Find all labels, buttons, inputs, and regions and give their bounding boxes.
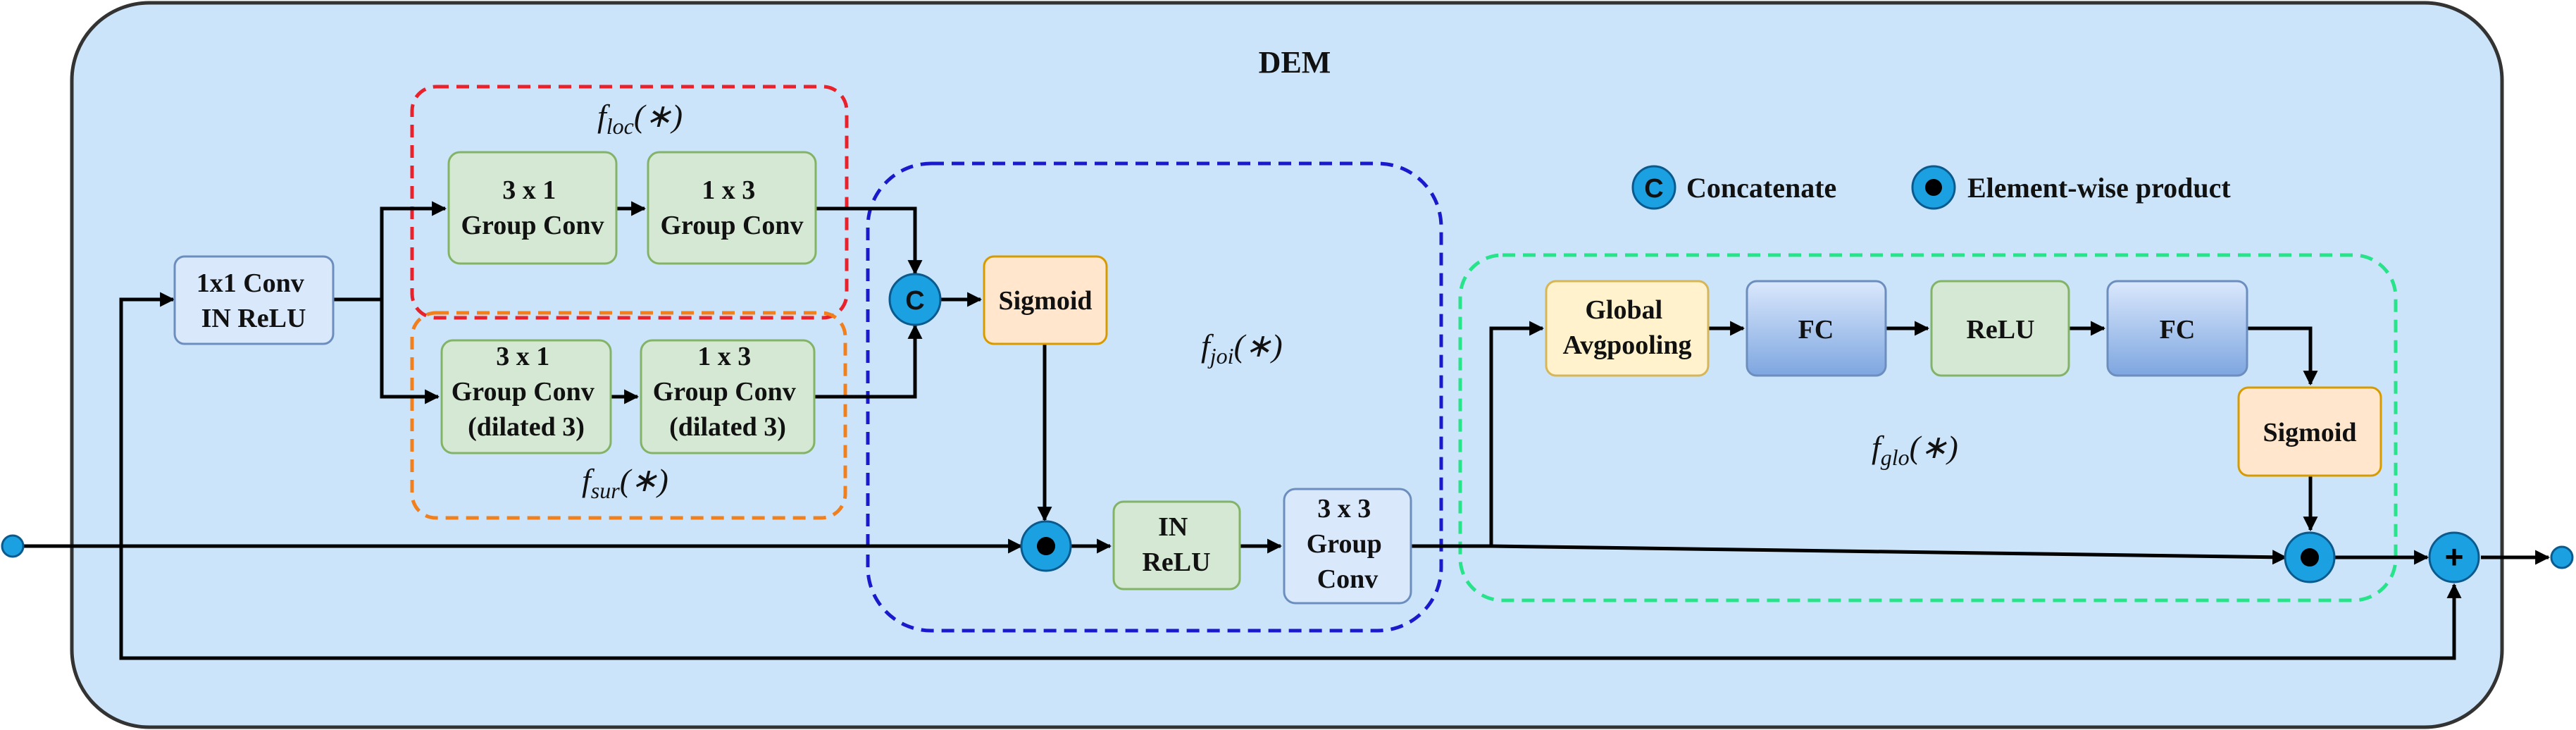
wire-to-avgpool (1489, 321, 1545, 546)
svg-text:Sigmoid: Sigmoid (2263, 418, 2356, 447)
svg-text:C: C (905, 286, 924, 316)
svg-text:3 x 3 Group Conv: 3 x 3 Group Conv (1307, 494, 1389, 594)
dem-title: DEM (1259, 45, 1331, 80)
svg-text:3 x 1 Group Conv: 3 x 1 Group Conv (461, 175, 604, 240)
svg-text:1 x 3 Group Conv (: 1 x 3 Group Conv (dilated 3) (653, 342, 803, 442)
legend-concat-icon (1631, 165, 1676, 210)
region-loc (410, 85, 849, 320)
block-sur-3x1-group-conv: 3 x 1 Group Conv (dilated 3) (440, 339, 612, 454)
wire-sur-to-concat (814, 323, 923, 399)
svg-text:Global Avgpooling: Global Avgpooling (1562, 295, 1691, 360)
svg-text:IN ReLU: IN ReLU (1142, 512, 1210, 577)
svg-text:FC: FC (1798, 315, 1834, 345)
block-sur-1x3-group-conv: 1 x 3 Group Conv (dilated 3) (640, 339, 816, 454)
block-conv1x1: 1x1 Conv IN ReLU (173, 255, 335, 345)
block-sigmoid-glo: Sigmoid (2237, 386, 2382, 477)
input-terminal-icon (1, 534, 25, 558)
block-loc-1x3-group-conv: 1 x 3 Group Conv (647, 151, 817, 265)
output-terminal-icon (2550, 545, 2574, 569)
block-in-relu: IN ReLU (1112, 500, 1241, 590)
product-operator-icon-2 (2284, 531, 2336, 583)
wire-conv-split-sur (380, 299, 440, 404)
product-operator-icon-1 (1020, 520, 1072, 572)
block-relu: ReLU (1930, 280, 2070, 377)
block-fc-2: FC (2106, 280, 2248, 377)
svg-text:+: + (2445, 538, 2464, 575)
block-fc-1: FC (1746, 280, 1887, 377)
svg-text:3 x 1 Group Conv (: 3 x 1 Group Conv (dilated 3) (452, 342, 602, 442)
block-global-avgpooling: Global Avgpooling (1545, 280, 1710, 377)
svg-text:FC: FC (2160, 315, 2196, 345)
label-f-joi: fjoi(∗) (1201, 328, 1283, 369)
svg-text:ReLU: ReLU (1966, 315, 2034, 345)
svg-text:1x1 Conv IN ReLU: 1x1 Conv IN ReLU (197, 268, 311, 333)
region-sur (410, 311, 847, 520)
concat-operator-icon: C (888, 273, 942, 326)
block-sigmoid-joi: Sigmoid (983, 255, 1108, 345)
wire-fc2-to-sigmoid (2247, 326, 2318, 386)
legend-concat-label: Concatenate (1686, 172, 1836, 204)
legend-product-dot (1925, 179, 1942, 196)
svg-text:Sigmoid: Sigmoid (998, 286, 1092, 316)
block-3x3-group-conv: 3 x 3 Group Conv (1283, 488, 1412, 605)
label-f-loc: floc(∗) (597, 98, 683, 139)
add-operator-icon: + (2428, 531, 2480, 583)
svg-text:1 x 3 Group Conv: 1 x 3 Group Conv (660, 175, 803, 240)
wire-residual (119, 546, 2462, 660)
connectors (21, 201, 2551, 660)
wire-loc-to-concat (816, 206, 923, 276)
region-glo (1458, 253, 2398, 602)
legend-concat-symbol: C (1644, 174, 1663, 204)
wire-conv-split (332, 201, 447, 302)
wire-input-to-conv (119, 292, 175, 546)
block-loc-3x1-group-conv: 3 x 1 Group Conv (447, 151, 618, 265)
legend-product-label: Element-wise product (1967, 172, 2231, 204)
legend: C Concatenate Element-wise product (1631, 165, 2231, 210)
